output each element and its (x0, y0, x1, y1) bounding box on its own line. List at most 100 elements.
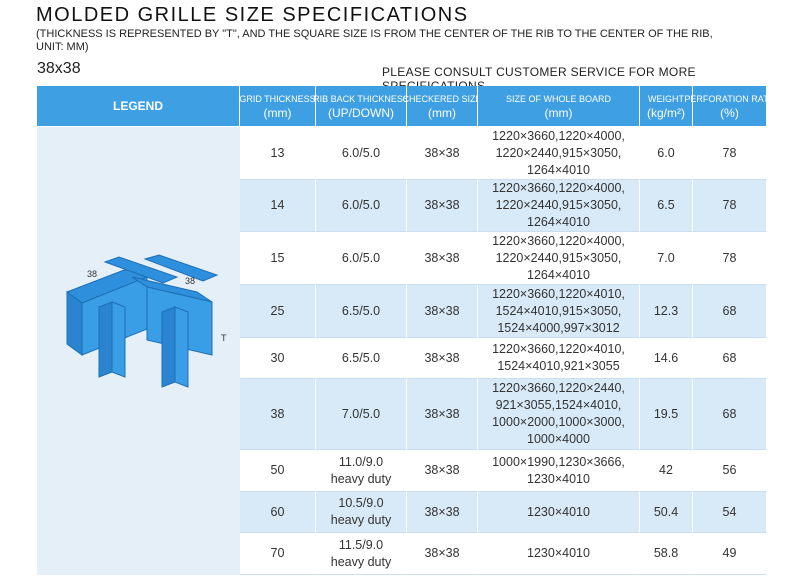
table-cell: 6.5/5.0 (316, 285, 407, 338)
cell-text: 68 (722, 350, 737, 365)
cell-text: 1264×4010 (527, 162, 590, 177)
table-cell: 14.6 (640, 338, 693, 379)
table-cell: 13 (240, 127, 316, 180)
header-cell: LEGEND (37, 86, 240, 127)
cell-text: 1220×3660,1220×4010, (492, 286, 625, 301)
cell-text: 1000×1990,1230×3666, (492, 454, 625, 469)
table-cell: 1230×4010 (478, 533, 640, 575)
cell-text: 68 (722, 303, 737, 318)
cell-text: 1220×3660,1220×2440, (492, 381, 625, 395)
cell-text: 15 (270, 250, 285, 265)
table-cell: 70 (240, 533, 316, 575)
cell-text: 1220×3660,1220×4000, (492, 233, 625, 248)
table-cell: 1220×3660,1220×4010, 1524×4010,915×3050, 1… (478, 285, 640, 338)
cell-text: LEGEND (112, 99, 163, 113)
cell-text: 30 (270, 350, 285, 365)
cell-text: 38×38 (424, 350, 460, 365)
cell-text: 1220×3660,1220×4000, (492, 128, 625, 143)
cell-text: 1264×4010 (527, 215, 590, 229)
cell-text: 78 (722, 250, 737, 265)
table-cell: 7.0/5.0 (316, 379, 407, 450)
cell-text: 14.6 (653, 350, 679, 365)
table-cell: 7.0 (640, 232, 693, 285)
cell-text: 1220×3660,1220×4010, (492, 342, 625, 356)
table-cell: 6.5/5.0 (316, 338, 407, 379)
cell-text: 50.4 (653, 504, 679, 519)
cell-text: 38×38 (424, 504, 460, 519)
table-cell: 38×38 (407, 450, 478, 492)
header-cell: CHECKERED SIZE (mm) (403, 86, 482, 127)
cell-text: 12.3 (653, 303, 679, 318)
cell-text: 1000×4000 (527, 432, 590, 446)
cell-text: heavy duty (330, 471, 392, 486)
table-cell: 6.5 (640, 180, 693, 232)
table-cell: 11.0/9.0 heavy duty (316, 450, 407, 492)
table-cell: 58.8 (640, 533, 693, 575)
cell-text: 13 (270, 145, 285, 160)
cell-text: 6.0/5.0 (341, 145, 381, 160)
subtitle: (THICKNESS IS REPRESENTED BY "T", AND TH… (36, 28, 713, 40)
table-cell: 15 (240, 232, 316, 285)
cell-text: 78 (722, 198, 737, 212)
header-cell: RIB BACK THICKNESS (UP/DOWN) (313, 86, 409, 127)
cell-text: 6.5/5.0 (341, 303, 381, 318)
cell-text: 6.5/5.0 (341, 350, 381, 365)
table-cell: 38×38 (407, 492, 478, 533)
table-cell: 68 (693, 338, 767, 379)
table-cell: 49 (693, 533, 767, 575)
header-cell: PERFORATION RATE (%) (684, 86, 775, 127)
cell-text: 14 (270, 198, 285, 212)
cell-text: (UP/DOWN) (328, 106, 394, 120)
cell-text: PERFORATION RATE (684, 94, 775, 104)
cell-text: 38×38 (424, 463, 460, 477)
cell-text: 58.8 (653, 546, 679, 560)
table-cell: 38 (240, 379, 316, 450)
legend-label: 38 (87, 269, 97, 279)
table-cell: 42 (640, 450, 693, 492)
subtitle: UNIT: MM) (36, 41, 89, 53)
cell-text: 1230×4010 (527, 504, 590, 519)
table-cell: 38×38 (407, 127, 478, 180)
table-cell: 38×38 (407, 232, 478, 285)
table-cell: 1220×3660,1220×4000, 1220×2440,915×3050, 1… (478, 127, 640, 180)
cell-text: heavy duty (330, 554, 392, 569)
cell-text: 19.5 (653, 406, 679, 421)
cell-text: 1220×2440,915×3050, (495, 145, 622, 160)
table-cell: 38×38 (407, 338, 478, 379)
cell-text: 56 (722, 463, 737, 477)
table-cell: 1220×3660,1220×4000, 1220×2440,915×3050, 1… (478, 180, 640, 232)
cell-text: WEIGHT (648, 94, 684, 104)
cell-text: 1000×2000,1000×3000, (492, 415, 625, 429)
cell-text: 10.5/9.0 (338, 496, 384, 510)
table-cell: 1230×4010 (478, 492, 640, 533)
cell-text: 11.0/9.0 (338, 454, 384, 469)
cell-text: 1524×4010,921×3055 (497, 359, 620, 373)
title: MOLDED GRILLE SIZE SPECIFICATIONS (36, 4, 469, 26)
cell-text: RIB BACK THICKNESS (313, 94, 409, 104)
cell-text: 1264×4010 (527, 267, 590, 282)
cell-text: 38×38 (424, 546, 460, 560)
table-cell: 19.5 (640, 379, 693, 450)
cell-text: 1220×2440,915×3050, (495, 198, 622, 212)
cell-text: 38×38 (424, 250, 460, 265)
table-cell: 1000×1990,1230×3666, 1230×4010 (478, 450, 640, 492)
table-cell: 11.5/9.0 heavy duty (316, 533, 407, 575)
cell-text: 1524×4000,997×3012 (497, 320, 620, 335)
cell-text: (mm) (544, 106, 573, 120)
cell-text: 38×38 (424, 145, 460, 160)
cell-text: 38×38 (424, 406, 460, 421)
cell-text: 54 (722, 504, 737, 519)
table-cell: 68 (693, 379, 767, 450)
cell-text: heavy duty (330, 513, 392, 527)
cell-text: (mm) (263, 106, 292, 120)
table-cell: 38×38 (407, 180, 478, 232)
legend-label: T (221, 333, 227, 343)
legend-figure: 38 38 T (37, 127, 240, 575)
header-cell: WEIGHT (kg/m²) (640, 86, 693, 127)
table-cell: 78 (693, 180, 767, 232)
cell-text: 1220×2440,915×3050, (495, 250, 622, 265)
table-cell: 60 (240, 492, 316, 533)
cell-text: GRID THICKNESS (239, 94, 316, 104)
cell-text: 1230×4010 (527, 546, 590, 560)
